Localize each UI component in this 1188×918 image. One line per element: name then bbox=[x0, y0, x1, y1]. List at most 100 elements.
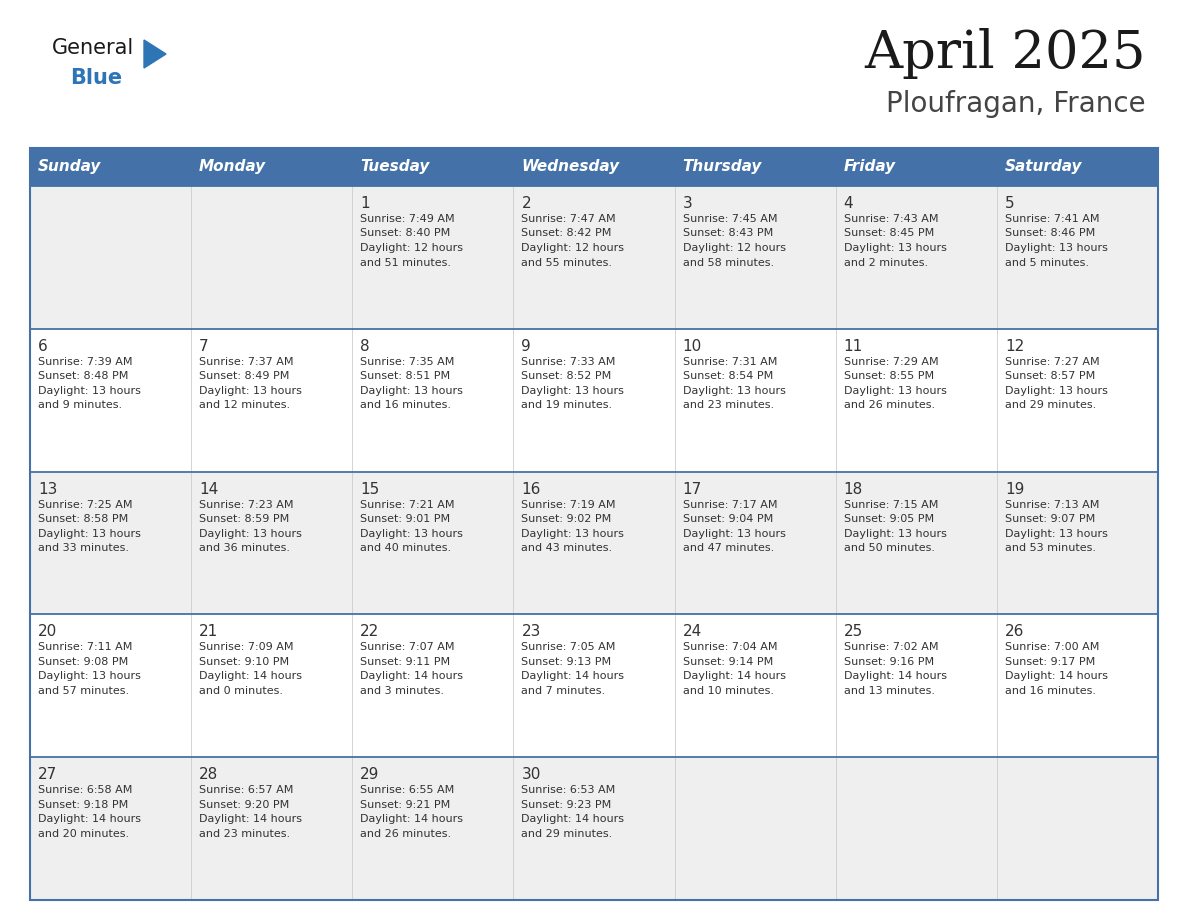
Bar bbox=[30, 329, 191, 472]
Text: 3: 3 bbox=[683, 196, 693, 211]
Text: Sunset: 9:01 PM: Sunset: 9:01 PM bbox=[360, 514, 450, 524]
Text: Daylight: 12 hours: Daylight: 12 hours bbox=[683, 243, 785, 253]
Bar bbox=[30, 186, 191, 329]
Text: Blue: Blue bbox=[70, 68, 122, 88]
Bar bbox=[513, 614, 675, 757]
Text: and 57 minutes.: and 57 minutes. bbox=[38, 686, 129, 696]
Bar bbox=[675, 757, 835, 900]
Text: Sunset: 9:18 PM: Sunset: 9:18 PM bbox=[38, 800, 128, 810]
Bar bbox=[835, 472, 997, 614]
Text: Sunset: 9:02 PM: Sunset: 9:02 PM bbox=[522, 514, 612, 524]
Bar bbox=[835, 757, 997, 900]
Bar bbox=[997, 329, 1158, 472]
Text: and 55 minutes.: and 55 minutes. bbox=[522, 258, 613, 267]
Text: and 12 minutes.: and 12 minutes. bbox=[200, 400, 290, 410]
Bar bbox=[675, 614, 835, 757]
Text: Sunset: 8:59 PM: Sunset: 8:59 PM bbox=[200, 514, 290, 524]
Bar bbox=[997, 757, 1158, 900]
Text: and 47 minutes.: and 47 minutes. bbox=[683, 543, 773, 554]
Text: and 19 minutes.: and 19 minutes. bbox=[522, 400, 613, 410]
Text: and 26 minutes.: and 26 minutes. bbox=[843, 400, 935, 410]
Text: 19: 19 bbox=[1005, 482, 1024, 497]
Text: 28: 28 bbox=[200, 767, 219, 782]
Text: 12: 12 bbox=[1005, 339, 1024, 353]
Text: and 20 minutes.: and 20 minutes. bbox=[38, 829, 129, 839]
Bar bbox=[353, 148, 513, 186]
Text: Sunrise: 7:49 AM: Sunrise: 7:49 AM bbox=[360, 214, 455, 224]
Bar bbox=[513, 757, 675, 900]
Text: Sunset: 8:58 PM: Sunset: 8:58 PM bbox=[38, 514, 128, 524]
Bar bbox=[191, 614, 353, 757]
Text: and 13 minutes.: and 13 minutes. bbox=[843, 686, 935, 696]
Text: 6: 6 bbox=[38, 339, 48, 353]
Bar bbox=[30, 614, 191, 757]
Text: and 29 minutes.: and 29 minutes. bbox=[522, 829, 613, 839]
Text: Sunset: 9:11 PM: Sunset: 9:11 PM bbox=[360, 657, 450, 666]
Text: and 40 minutes.: and 40 minutes. bbox=[360, 543, 451, 554]
Text: and 7 minutes.: and 7 minutes. bbox=[522, 686, 606, 696]
Text: Sunset: 8:49 PM: Sunset: 8:49 PM bbox=[200, 371, 290, 381]
Text: and 3 minutes.: and 3 minutes. bbox=[360, 686, 444, 696]
Text: Sunset: 8:55 PM: Sunset: 8:55 PM bbox=[843, 371, 934, 381]
Text: Daylight: 13 hours: Daylight: 13 hours bbox=[38, 386, 141, 396]
Text: Sunrise: 7:07 AM: Sunrise: 7:07 AM bbox=[360, 643, 455, 653]
Text: Daylight: 14 hours: Daylight: 14 hours bbox=[200, 814, 302, 824]
Text: 18: 18 bbox=[843, 482, 862, 497]
Bar bbox=[513, 472, 675, 614]
Text: Daylight: 14 hours: Daylight: 14 hours bbox=[1005, 671, 1108, 681]
Text: Saturday: Saturday bbox=[1005, 160, 1082, 174]
Bar bbox=[191, 148, 353, 186]
Text: 22: 22 bbox=[360, 624, 379, 640]
Text: Sunrise: 6:57 AM: Sunrise: 6:57 AM bbox=[200, 785, 293, 795]
Text: Daylight: 12 hours: Daylight: 12 hours bbox=[522, 243, 625, 253]
Text: Sunset: 9:21 PM: Sunset: 9:21 PM bbox=[360, 800, 450, 810]
Text: and 33 minutes.: and 33 minutes. bbox=[38, 543, 129, 554]
Text: Sunrise: 7:43 AM: Sunrise: 7:43 AM bbox=[843, 214, 939, 224]
Text: 15: 15 bbox=[360, 482, 379, 497]
Text: and 0 minutes.: and 0 minutes. bbox=[200, 686, 283, 696]
Text: 2: 2 bbox=[522, 196, 531, 211]
Bar bbox=[997, 186, 1158, 329]
Text: Daylight: 14 hours: Daylight: 14 hours bbox=[360, 671, 463, 681]
Bar bbox=[353, 329, 513, 472]
Text: 1: 1 bbox=[360, 196, 369, 211]
Text: Daylight: 13 hours: Daylight: 13 hours bbox=[200, 529, 302, 539]
Text: Sunrise: 7:09 AM: Sunrise: 7:09 AM bbox=[200, 643, 293, 653]
Text: Sunset: 9:08 PM: Sunset: 9:08 PM bbox=[38, 657, 128, 666]
Text: 5: 5 bbox=[1005, 196, 1015, 211]
Text: Ploufragan, France: Ploufragan, France bbox=[886, 90, 1146, 118]
Text: Sunrise: 7:15 AM: Sunrise: 7:15 AM bbox=[843, 499, 939, 509]
Text: Sunrise: 6:58 AM: Sunrise: 6:58 AM bbox=[38, 785, 132, 795]
Text: Daylight: 13 hours: Daylight: 13 hours bbox=[360, 386, 463, 396]
Bar bbox=[353, 472, 513, 614]
Text: Daylight: 13 hours: Daylight: 13 hours bbox=[1005, 529, 1107, 539]
Text: 21: 21 bbox=[200, 624, 219, 640]
Bar bbox=[675, 472, 835, 614]
Text: Sunrise: 7:17 AM: Sunrise: 7:17 AM bbox=[683, 499, 777, 509]
Text: Friday: Friday bbox=[843, 160, 896, 174]
Text: Sunday: Sunday bbox=[38, 160, 101, 174]
Text: Sunrise: 7:27 AM: Sunrise: 7:27 AM bbox=[1005, 357, 1099, 367]
Text: and 16 minutes.: and 16 minutes. bbox=[360, 400, 451, 410]
Text: General: General bbox=[52, 38, 134, 58]
Text: Sunset: 9:10 PM: Sunset: 9:10 PM bbox=[200, 657, 289, 666]
Text: 25: 25 bbox=[843, 624, 862, 640]
Text: Daylight: 12 hours: Daylight: 12 hours bbox=[360, 243, 463, 253]
Text: and 5 minutes.: and 5 minutes. bbox=[1005, 258, 1089, 267]
Bar bbox=[513, 186, 675, 329]
Text: and 16 minutes.: and 16 minutes. bbox=[1005, 686, 1095, 696]
Text: 11: 11 bbox=[843, 339, 862, 353]
Text: Sunrise: 6:55 AM: Sunrise: 6:55 AM bbox=[360, 785, 455, 795]
Text: Daylight: 13 hours: Daylight: 13 hours bbox=[843, 529, 947, 539]
Bar bbox=[835, 329, 997, 472]
Text: 27: 27 bbox=[38, 767, 57, 782]
Text: Sunrise: 7:47 AM: Sunrise: 7:47 AM bbox=[522, 214, 617, 224]
Text: and 29 minutes.: and 29 minutes. bbox=[1005, 400, 1097, 410]
Text: and 23 minutes.: and 23 minutes. bbox=[200, 829, 290, 839]
Text: Daylight: 14 hours: Daylight: 14 hours bbox=[843, 671, 947, 681]
Text: 4: 4 bbox=[843, 196, 853, 211]
Text: Sunset: 8:52 PM: Sunset: 8:52 PM bbox=[522, 371, 612, 381]
Bar bbox=[835, 186, 997, 329]
Text: Sunset: 9:20 PM: Sunset: 9:20 PM bbox=[200, 800, 290, 810]
Text: Sunset: 8:43 PM: Sunset: 8:43 PM bbox=[683, 229, 773, 239]
